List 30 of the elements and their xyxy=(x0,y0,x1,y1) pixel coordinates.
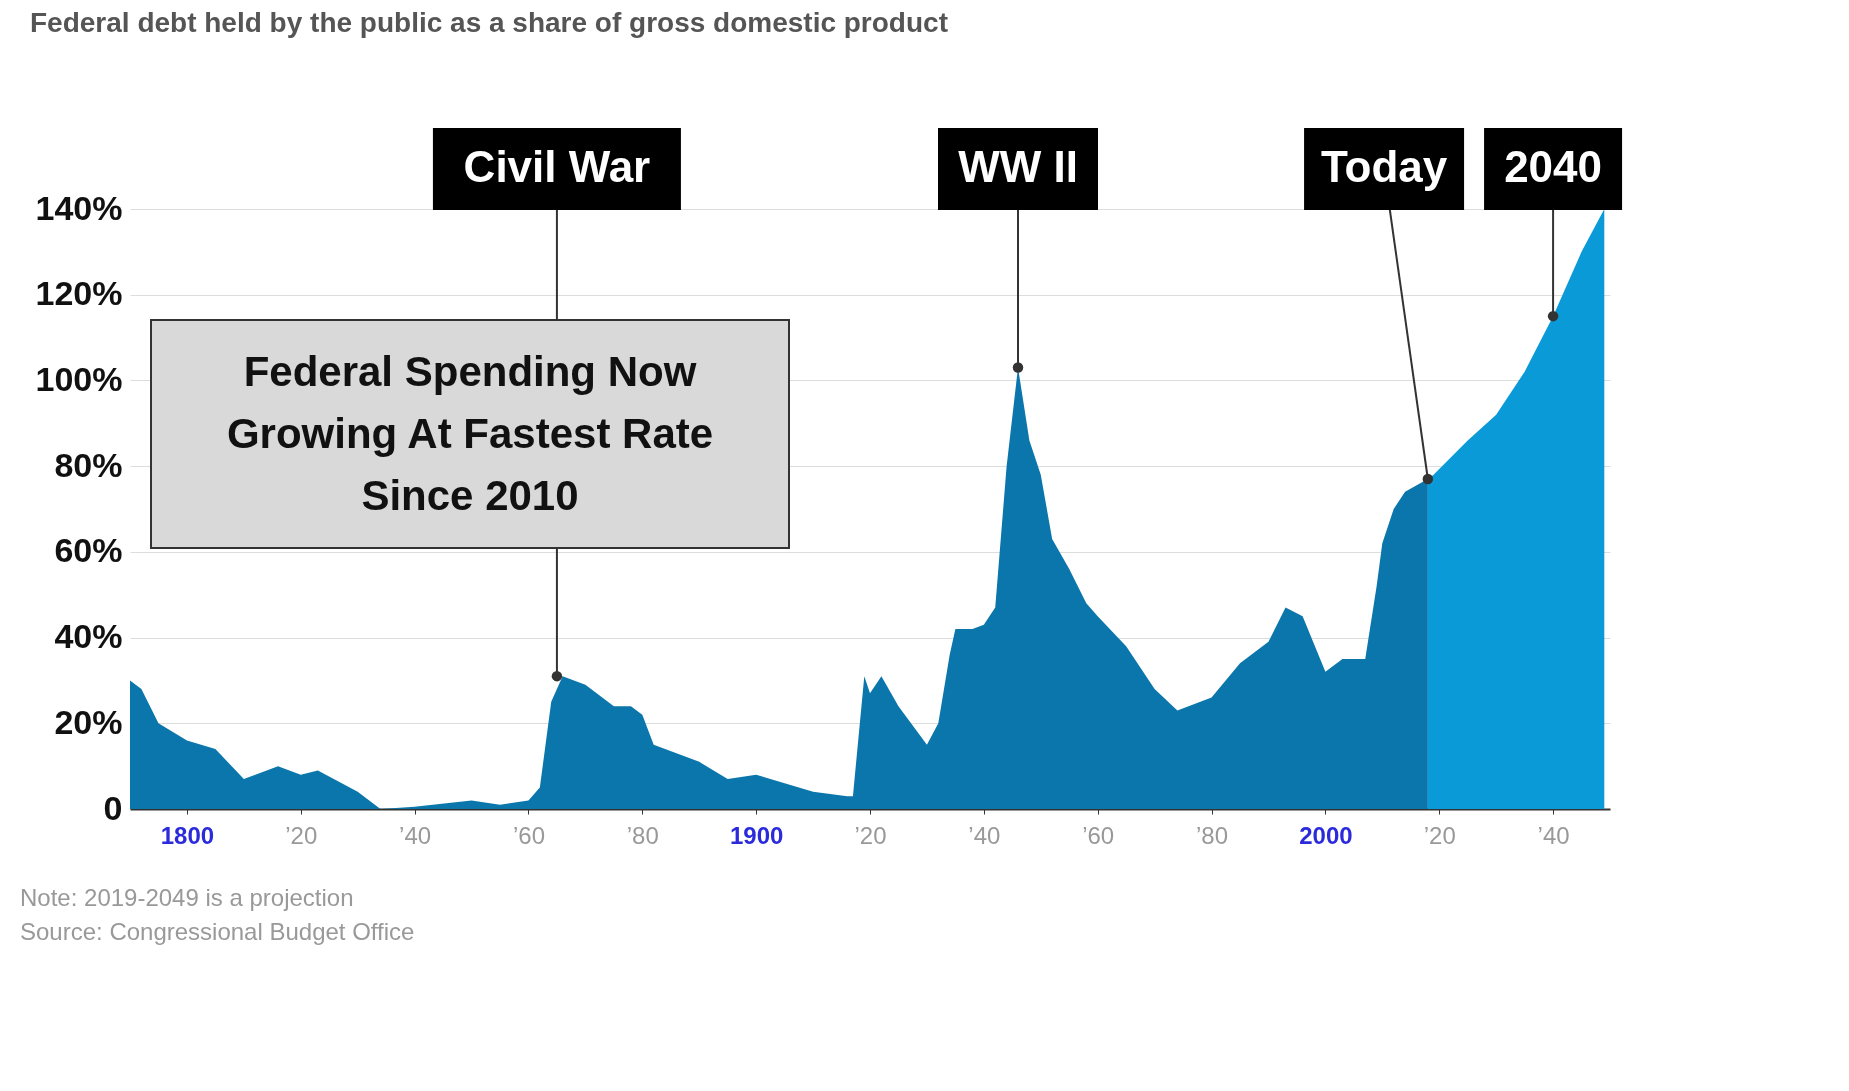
x-tick-label: ’20 xyxy=(854,821,887,849)
x-tick-label: 1900 xyxy=(729,821,784,849)
y-tick-label: 100% xyxy=(35,359,123,398)
y-tick-label: 40% xyxy=(54,617,123,656)
callout-box: Federal Spending Now Growing At Fastest Rate Since 2010 xyxy=(150,319,790,549)
x-tick-label: ’20 xyxy=(1423,821,1456,849)
x-tick-label: ’80 xyxy=(1196,821,1229,849)
y-tick-label: 140% xyxy=(35,188,123,227)
y-tick-label: 0 xyxy=(103,788,123,827)
annotation: WW II xyxy=(958,142,1078,191)
y-tick-label: 80% xyxy=(54,445,123,484)
y-tick-label: 120% xyxy=(35,274,123,313)
source-note: Source: Congressional Budget Office xyxy=(20,918,415,945)
x-tick-label: ’40 xyxy=(968,821,1001,849)
x-tick-label: ’60 xyxy=(1082,821,1115,849)
y-tick-label: 20% xyxy=(54,702,123,741)
annotation: Civil War xyxy=(463,142,651,191)
x-tick-label: ’20 xyxy=(285,821,318,849)
annotation: 2040 xyxy=(1504,142,1603,191)
x-tick-label: ’40 xyxy=(399,821,432,849)
annotation: Federal Spending Now Growing At Fastest Rate Since 2010 xyxy=(226,347,714,521)
x-tick-label: ’60 xyxy=(512,821,545,849)
text: Note: 2019-2049 is a projection xyxy=(20,884,354,911)
x-tick-label: 2000 xyxy=(1299,821,1353,849)
chart-title: Federal debt held by the public as a share of gross domestic product xyxy=(30,7,948,38)
x-tick-label: ’80 xyxy=(626,821,659,849)
x-tick-label: 1800 xyxy=(160,821,215,849)
y-tick-label: 60% xyxy=(54,531,123,570)
annotation: Today xyxy=(1320,142,1448,191)
x-tick-label: ’40 xyxy=(1537,821,1570,849)
